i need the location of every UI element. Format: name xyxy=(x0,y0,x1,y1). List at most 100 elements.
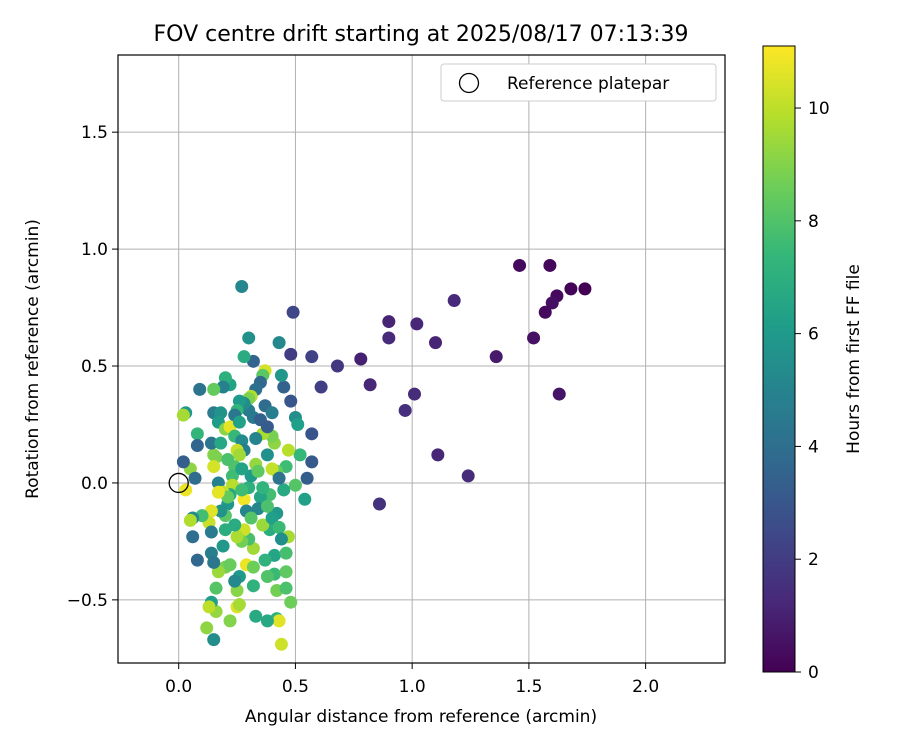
data-point xyxy=(281,443,295,457)
legend-label: Reference platepar xyxy=(507,74,669,94)
x-tick-label: 0.0 xyxy=(165,677,192,697)
data-point xyxy=(225,469,239,483)
data-point xyxy=(202,600,216,614)
data-point xyxy=(256,518,270,532)
data-point xyxy=(232,448,246,462)
data-point xyxy=(209,581,223,595)
data-point xyxy=(527,331,541,345)
y-tick-label: 1.5 xyxy=(81,123,108,143)
plot-frame xyxy=(117,54,726,664)
data-point xyxy=(489,350,503,364)
data-point xyxy=(265,462,279,476)
data-point xyxy=(260,448,274,462)
data-point xyxy=(429,336,443,350)
data-point xyxy=(407,387,421,401)
data-point xyxy=(305,350,319,364)
data-point xyxy=(410,317,424,331)
data-point xyxy=(279,546,293,560)
data-point xyxy=(221,453,235,467)
y-tick-label: 0.5 xyxy=(81,357,108,377)
data-point xyxy=(578,282,592,296)
data-point xyxy=(538,305,552,319)
colorbar-tick-label: 8 xyxy=(808,212,819,232)
chart-title: FOV centre drift starting at 2025/08/17 … xyxy=(154,22,689,47)
data-point xyxy=(382,331,396,345)
data-point xyxy=(230,530,244,544)
data-point xyxy=(249,432,263,446)
data-point xyxy=(204,525,218,539)
colorbar-tick-label: 10 xyxy=(808,99,830,119)
data-point xyxy=(190,553,204,567)
data-point xyxy=(260,420,274,434)
x-tick-label: 1.0 xyxy=(399,677,426,697)
data-point xyxy=(190,439,204,453)
data-point xyxy=(447,294,461,308)
legend: Reference platepar xyxy=(440,63,717,102)
data-point xyxy=(244,511,258,525)
reference-marker xyxy=(168,472,189,494)
data-point xyxy=(314,380,328,394)
data-point xyxy=(228,518,242,532)
data-point xyxy=(249,609,263,623)
data-point xyxy=(274,637,288,651)
data-point xyxy=(204,436,218,450)
x-tick-label: 2.0 xyxy=(632,677,659,697)
data-point xyxy=(237,350,251,364)
colorbar-ticks: 0 2 4 6 8 10 xyxy=(795,99,830,683)
data-point xyxy=(288,478,302,492)
data-point xyxy=(207,460,221,474)
data-point xyxy=(272,336,286,350)
data-point xyxy=(242,331,256,345)
data-point xyxy=(223,614,237,628)
data-point xyxy=(279,565,293,579)
data-point xyxy=(298,492,312,506)
data-point xyxy=(277,380,291,394)
data-point xyxy=(461,469,475,483)
data-point xyxy=(382,315,396,329)
data-point xyxy=(543,258,557,272)
data-point xyxy=(284,595,298,609)
data-point xyxy=(211,485,225,499)
data-point xyxy=(200,621,214,635)
y-tick-label: −0.5 xyxy=(67,591,108,611)
colorbar-label: Hours from first FF file xyxy=(844,264,864,454)
data-point xyxy=(293,448,307,462)
data-point xyxy=(232,598,246,612)
data-point xyxy=(300,471,314,485)
legend-box xyxy=(440,63,717,102)
data-point xyxy=(216,539,230,553)
data-point xyxy=(552,387,566,401)
colorbar-tick-label: 0 xyxy=(808,663,819,683)
data-point xyxy=(272,614,286,628)
data-point xyxy=(284,347,298,361)
data-point xyxy=(431,448,445,462)
data-point xyxy=(260,569,274,583)
data-point xyxy=(235,280,249,294)
gridlines xyxy=(118,55,725,663)
data-point xyxy=(246,560,260,574)
colorbar: 0 2 4 6 8 10 Hours from first FF file xyxy=(762,45,864,683)
data-point xyxy=(176,408,190,422)
x-axis-label: Angular distance from reference (arcmin) xyxy=(245,707,597,727)
legend-marker-icon xyxy=(458,72,480,94)
data-point xyxy=(274,532,288,546)
data-point xyxy=(305,455,319,469)
x-tick-label: 0.5 xyxy=(282,677,309,697)
data-point xyxy=(398,403,412,417)
x-tick-label: 1.5 xyxy=(515,677,542,697)
data-point xyxy=(207,555,221,569)
data-point xyxy=(183,513,197,527)
data-point xyxy=(186,530,200,544)
data-point xyxy=(272,471,286,485)
data-point xyxy=(258,553,272,567)
data-point xyxy=(372,497,386,511)
y-tick-label: 1.0 xyxy=(81,240,108,260)
data-point xyxy=(214,504,228,518)
data-point xyxy=(256,481,270,495)
data-point xyxy=(190,427,204,441)
data-point xyxy=(363,378,377,392)
data-point xyxy=(260,499,274,513)
reference-point xyxy=(168,472,189,494)
data-point xyxy=(291,417,305,431)
